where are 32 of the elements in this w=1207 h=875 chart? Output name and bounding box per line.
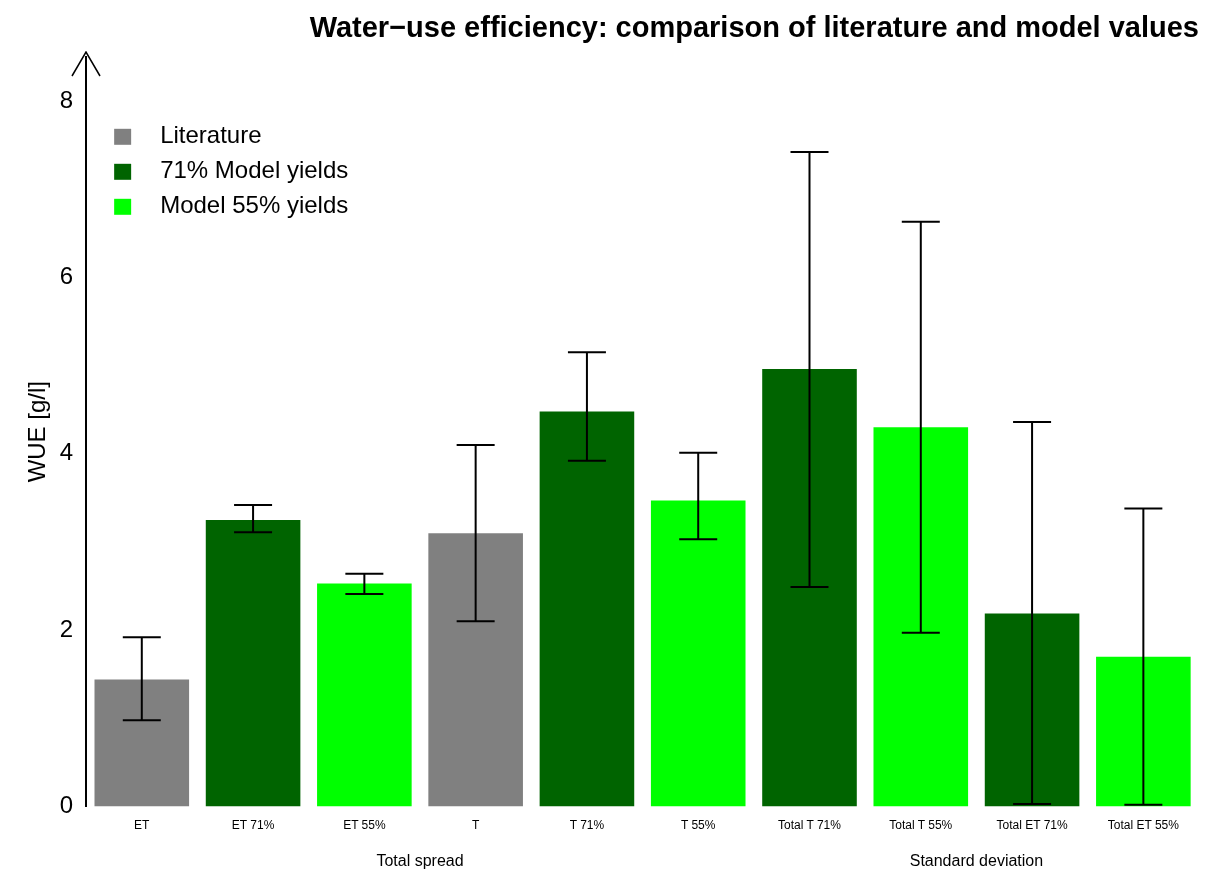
y-tick-label: 6 [59,261,74,289]
x-tick-label: T [471,818,480,833]
bar [1096,656,1191,807]
legend-label: Literature [160,121,262,149]
x-tick-label: T 71% [569,818,605,833]
bar [762,369,857,807]
y-tick-label: 0 [59,791,74,819]
bar [873,427,969,807]
x-tick-label: ET 55% [343,818,386,833]
bar [539,411,635,807]
y-axis-title: WUE [g/l] [23,381,51,483]
y-tick-label: 2 [59,614,74,642]
y-tick-label: 4 [59,438,74,466]
legend-label: 71% Model yields [160,156,349,184]
x-tick-label: Total T 55% [889,818,953,833]
bar [428,533,523,807]
text: Total spread [376,852,464,870]
x-tick-label: T 55% [680,818,716,833]
x-tick-label: ET [134,818,151,833]
x-tick-label: Total T 71% [778,818,842,833]
chart-title: Water−use efficiency: comparison of literature and model values [309,11,1199,44]
x-tick-label: ET 71% [231,818,275,833]
legend-label: Model 55% yields [160,191,349,219]
text: Standard deviation [909,852,1044,870]
y-tick-label: 8 [59,85,74,113]
bar [205,519,301,807]
x-tick-label: Total ET 55% [1107,818,1180,833]
x-tick-label: Total ET 71% [996,818,1068,833]
bar [317,583,412,807]
bar [94,679,190,807]
bar [650,500,746,807]
bar [984,613,1080,807]
